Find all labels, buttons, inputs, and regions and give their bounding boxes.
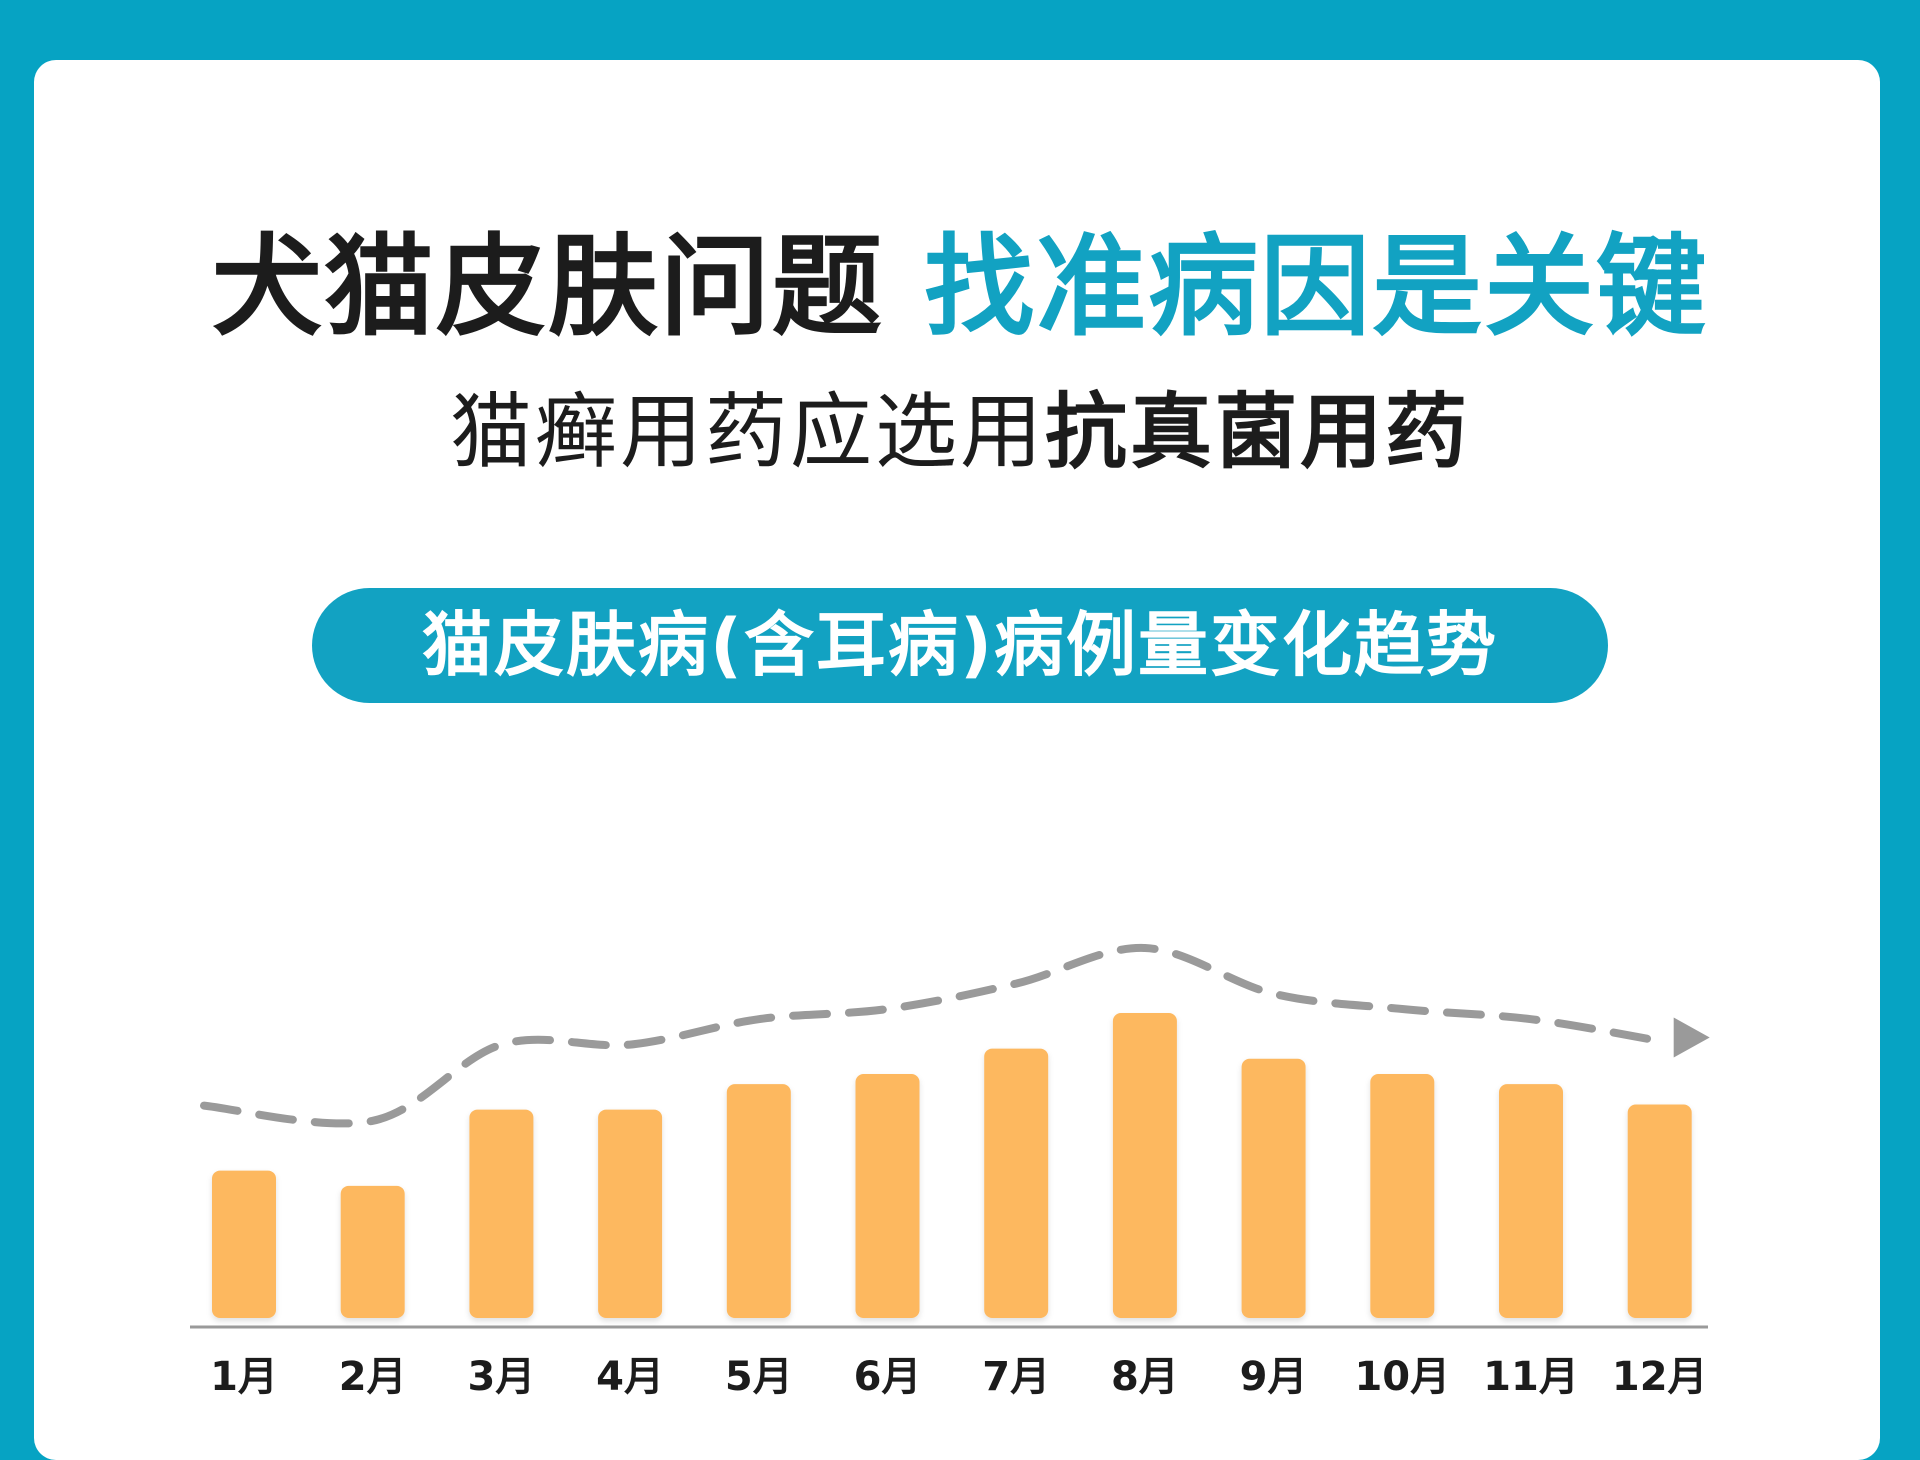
bar-10月 bbox=[1370, 1074, 1435, 1318]
x-tick-label: 4月 bbox=[596, 1354, 664, 1400]
bar-4月 bbox=[598, 1109, 663, 1318]
x-tick-label: 9月 bbox=[1240, 1354, 1308, 1400]
trend-line bbox=[200, 943, 1656, 1128]
x-tick-label: 2月 bbox=[339, 1354, 407, 1400]
x-tick-label: 12月 bbox=[1612, 1354, 1708, 1400]
headline: 犬猫皮肤问题 找准病因是关键 bbox=[0, 222, 1920, 352]
x-tick-label: 5月 bbox=[725, 1354, 793, 1400]
x-tick-label: 6月 bbox=[854, 1354, 922, 1400]
chart-title-pill: 猫皮肤病(含耳病)病例量变化趋势 bbox=[312, 588, 1608, 703]
subheadline: 猫癣用药应选用抗真菌用药 bbox=[0, 383, 1920, 483]
subheadline-part1: 猫癣用药应选用 bbox=[449, 385, 1045, 480]
trend-arrow-icon bbox=[1673, 1017, 1710, 1058]
bar-1月 bbox=[212, 1170, 276, 1318]
bar-7月 bbox=[984, 1048, 1049, 1318]
bar-2月 bbox=[340, 1185, 405, 1318]
bar-3月 bbox=[469, 1109, 534, 1318]
x-tick-label: 3月 bbox=[467, 1354, 535, 1400]
bar-8月 bbox=[1112, 1013, 1177, 1318]
x-tick-label: 7月 bbox=[982, 1354, 1050, 1400]
x-tick-label: 8月 bbox=[1111, 1354, 1179, 1400]
headline-part1: 犬猫皮肤问题 bbox=[211, 223, 884, 351]
bar-6月 bbox=[855, 1074, 920, 1318]
x-tick-label: 1月 bbox=[210, 1354, 278, 1400]
bar-9月 bbox=[1241, 1058, 1306, 1318]
subheadline-part2: 抗真菌用药 bbox=[1045, 385, 1471, 480]
x-tick-label: 11月 bbox=[1483, 1354, 1579, 1400]
headline-part2: 找准病因是关键 bbox=[924, 223, 1709, 351]
bar-12月 bbox=[1627, 1104, 1692, 1318]
bar-5月 bbox=[726, 1084, 791, 1318]
bar-11月 bbox=[1499, 1084, 1563, 1318]
x-tick-label: 10月 bbox=[1354, 1354, 1450, 1400]
